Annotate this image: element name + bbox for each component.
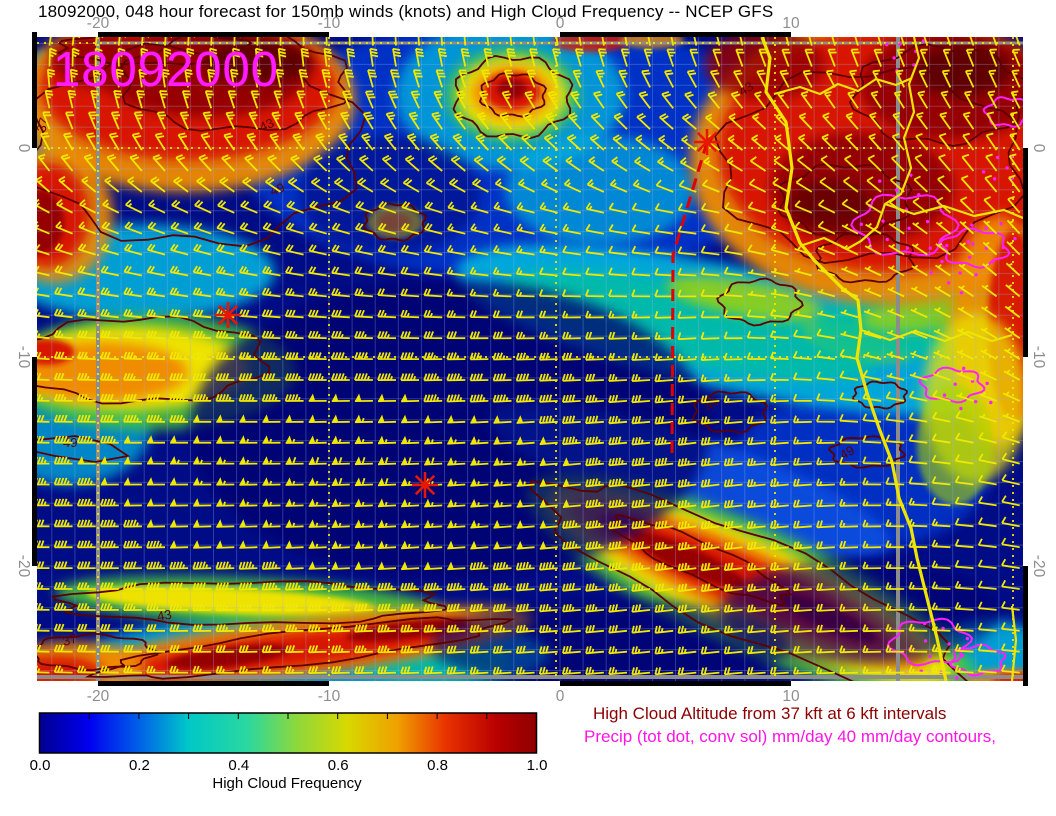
- axis-tick-label: -10: [317, 15, 341, 32]
- colorbar: [38, 712, 538, 754]
- axis-tick-label: -20: [86, 688, 110, 705]
- axis-tick-label: -10: [317, 688, 341, 705]
- svg-text:43: 43: [257, 115, 276, 135]
- svg-text:37: 37: [61, 631, 79, 649]
- figure-title: 18092000, 048 hour forecast for 150mb wi…: [38, 2, 774, 21]
- colorbar-tick-label: 0.2: [128, 757, 150, 774]
- colorbar-tick-label: 0.8: [427, 757, 449, 774]
- annotation-cloud-altitude: High Cloud Altitude from 37 kft at 6 kft…: [593, 704, 947, 723]
- colorbar-tick-label: 0.4: [228, 757, 250, 774]
- axis-tick-label: 0: [555, 15, 565, 32]
- axis-tick-label: 10: [782, 688, 800, 705]
- svg-text:43: 43: [156, 607, 173, 624]
- axis-tick-label: 0: [15, 143, 32, 153]
- axis-tick-label: 0: [555, 688, 565, 705]
- timestamp-overlay: 18092000: [53, 43, 280, 97]
- colorbar-tick-label: 0.0: [29, 757, 51, 774]
- axis-tick-label: 0: [1030, 143, 1047, 153]
- axis-tick-label: -20: [15, 554, 32, 578]
- colorbar-tick-label: 0.6: [327, 757, 349, 774]
- axis-tick-label: -10: [1030, 345, 1047, 369]
- annotation-precip: Precip (tot dot, conv sol) mm/day 40 mm/…: [584, 727, 996, 746]
- axis-tick-label: 10: [782, 15, 800, 32]
- colorbar-caption: High Cloud Frequency: [212, 775, 362, 792]
- axis-tick-label: -20: [1030, 554, 1047, 578]
- axis-tick-label: -10: [15, 345, 32, 369]
- axis-tick-label: -20: [86, 15, 110, 32]
- svg-text:37: 37: [33, 116, 51, 134]
- colorbar-tick-label: 1.0: [526, 757, 548, 774]
